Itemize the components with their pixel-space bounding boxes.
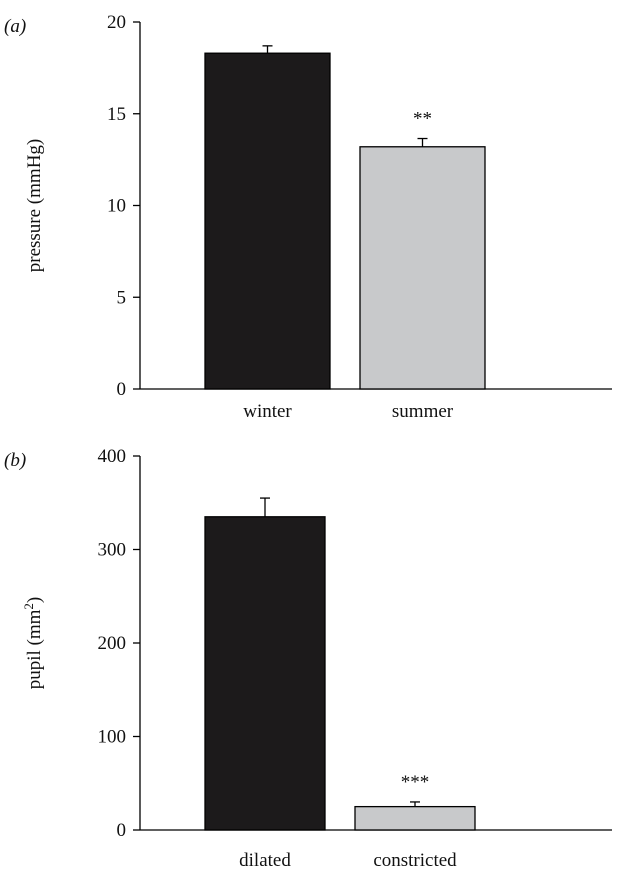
y-axis-title: pupil (mm2) — [21, 597, 46, 690]
y-axis-title: pressure (mmHg) — [24, 139, 45, 273]
category-label: dilated — [239, 850, 291, 871]
panel-label: (a) — [4, 16, 26, 37]
y-axis-title-superscript: 2 — [21, 603, 36, 610]
category-label: winter — [243, 401, 292, 422]
significance-mark: ** — [413, 109, 432, 130]
category-label: summer — [392, 401, 454, 422]
y-tick-label: 20 — [107, 12, 126, 33]
category-label: constricted — [373, 850, 457, 871]
y-tick-label: 400 — [98, 446, 127, 467]
y-tick-label: 300 — [98, 540, 127, 561]
bar-winter — [204, 52, 331, 390]
bar-dilated — [204, 516, 326, 831]
pressure-bar-chart: 0 5 10 15 20 winter ** summer (a) pressure (mmHg) — [4, 12, 612, 422]
y-tick-label: 200 — [98, 633, 127, 654]
bar-constricted — [354, 805, 476, 831]
y-tick-label: 5 — [117, 287, 127, 308]
bar-summer — [359, 146, 486, 390]
y-tick-label: 0 — [117, 820, 127, 841]
panel-label: (b) — [4, 450, 26, 471]
y-axis-title-close: ) — [24, 597, 45, 603]
y-tick-label: 10 — [107, 196, 126, 217]
y-tick-label: 15 — [107, 104, 126, 125]
pupil-bar-chart: 0 100 200 300 400 dilated *** constricted (b) pup… — [4, 446, 612, 871]
chart-panel-b: 0 100 200 300 400 dilated *** constricted (b) pup… — [0, 440, 627, 872]
y-axis-title-text: pupil (mm — [24, 609, 45, 689]
y-tick-label: 0 — [117, 379, 127, 400]
y-tick-label: 100 — [98, 727, 127, 748]
significance-mark: *** — [401, 772, 430, 793]
chart-panel-a: 0 5 10 15 20 winter ** summer (a) pressure (mmHg) — [0, 0, 627, 430]
